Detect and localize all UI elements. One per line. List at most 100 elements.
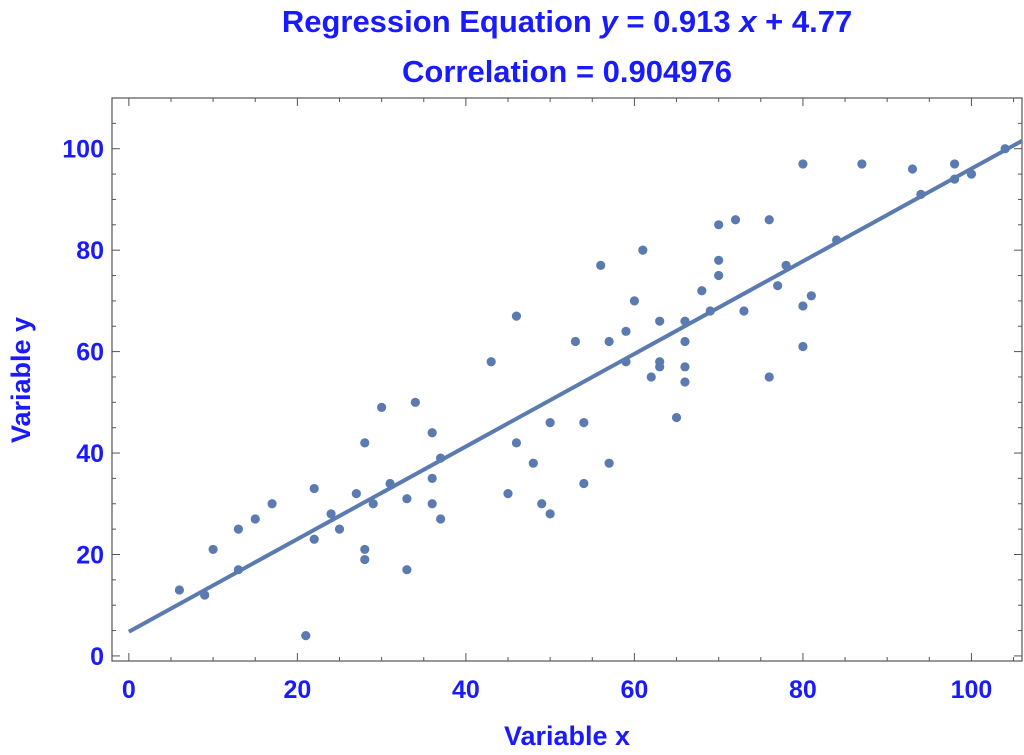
data-point <box>714 220 724 230</box>
data-point <box>334 524 345 534</box>
x-tick-label: 100 <box>951 676 993 704</box>
data-point <box>200 590 210 600</box>
y-tick-label: 0 <box>90 643 104 671</box>
y-tick-labels: 0 20 40 60 80 100 <box>62 136 104 671</box>
data-point <box>916 189 926 199</box>
y-tick-label: 100 <box>62 136 104 164</box>
data-point <box>427 473 437 484</box>
x-tick-labels: 0 20 40 60 80 100 <box>122 676 992 704</box>
data-point <box>402 565 412 575</box>
x-tick-label: 80 <box>789 676 817 704</box>
data-point <box>764 215 774 225</box>
data-point <box>655 357 665 367</box>
data-point <box>714 255 724 265</box>
data-point <box>798 341 808 352</box>
data-point <box>646 372 656 382</box>
data-point <box>436 514 446 524</box>
data-point <box>857 159 867 169</box>
data-point <box>680 377 690 387</box>
data-point <box>360 544 370 555</box>
data-point <box>680 362 690 372</box>
data-point <box>351 489 361 499</box>
x-tick-label: 40 <box>452 676 480 704</box>
data-point <box>697 286 707 296</box>
data-point <box>579 478 589 489</box>
data-point <box>966 169 977 179</box>
title-suffix: + 4.77 <box>757 4 853 39</box>
data-point <box>629 296 640 306</box>
data-point <box>798 301 808 311</box>
data-point <box>174 585 185 595</box>
plot-frame <box>111 97 1023 662</box>
data-point <box>326 509 336 519</box>
data-point <box>949 159 960 169</box>
data-point <box>250 514 260 524</box>
data-point <box>528 458 538 468</box>
chart-title-line-1: Regression Equation y = 0.913 x + 4.77 <box>282 4 852 39</box>
x-tick-label: 60 <box>621 676 649 704</box>
data-point <box>545 509 555 519</box>
data-point <box>730 215 741 225</box>
data-point <box>233 524 243 534</box>
data-point <box>511 311 522 321</box>
data-point <box>781 260 791 270</box>
data-point <box>604 458 614 468</box>
data-point <box>621 357 631 367</box>
data-point <box>739 306 749 316</box>
data-point <box>309 483 319 494</box>
data-point <box>680 316 690 326</box>
data-point <box>233 565 243 575</box>
x-tick-label: 0 <box>122 676 136 704</box>
data-point <box>705 306 715 316</box>
data-point <box>368 499 378 509</box>
data-point <box>537 499 547 509</box>
data-point <box>402 494 412 504</box>
data-point <box>949 174 960 184</box>
data-points <box>174 144 1010 641</box>
data-point <box>655 316 665 326</box>
x-axis-label: Variable x <box>504 721 630 751</box>
data-point <box>773 281 783 291</box>
data-point <box>579 418 589 428</box>
y-tick-label: 60 <box>76 339 104 367</box>
title-mid: = 0.913 <box>618 4 740 39</box>
data-point <box>410 397 420 407</box>
data-point <box>680 336 690 347</box>
title-var-y: y <box>598 4 619 39</box>
data-point <box>907 164 918 174</box>
data-point <box>503 489 513 499</box>
data-point <box>385 478 395 489</box>
data-point <box>486 357 496 367</box>
data-point <box>427 428 437 438</box>
data-point <box>360 554 370 565</box>
x-tick-label: 20 <box>283 676 311 704</box>
data-point <box>436 453 446 463</box>
data-point <box>596 260 606 270</box>
regression-line <box>127 139 1023 634</box>
data-point <box>267 499 277 509</box>
data-point <box>511 438 522 448</box>
data-point <box>1000 144 1010 154</box>
data-point <box>714 270 724 281</box>
data-point <box>832 235 842 245</box>
data-point <box>360 438 370 448</box>
data-point <box>671 412 682 423</box>
data-point <box>570 336 581 347</box>
data-point <box>806 291 816 301</box>
data-point <box>545 418 555 428</box>
y-tick-label: 20 <box>76 541 104 569</box>
data-point <box>301 631 311 641</box>
y-tick-label: 40 <box>76 440 104 468</box>
data-point <box>309 534 319 544</box>
chart-title-line-2: Correlation = 0.904976 <box>402 54 732 89</box>
data-point <box>208 544 218 555</box>
y-tick-label: 80 <box>76 237 104 265</box>
y-axis-label: Variable y <box>6 317 36 443</box>
title-var-x: x <box>737 4 758 39</box>
data-point <box>798 159 808 169</box>
data-point <box>604 336 614 347</box>
title-prefix: Regression Equation <box>282 4 601 39</box>
data-point <box>377 402 387 412</box>
data-point <box>638 245 648 255</box>
